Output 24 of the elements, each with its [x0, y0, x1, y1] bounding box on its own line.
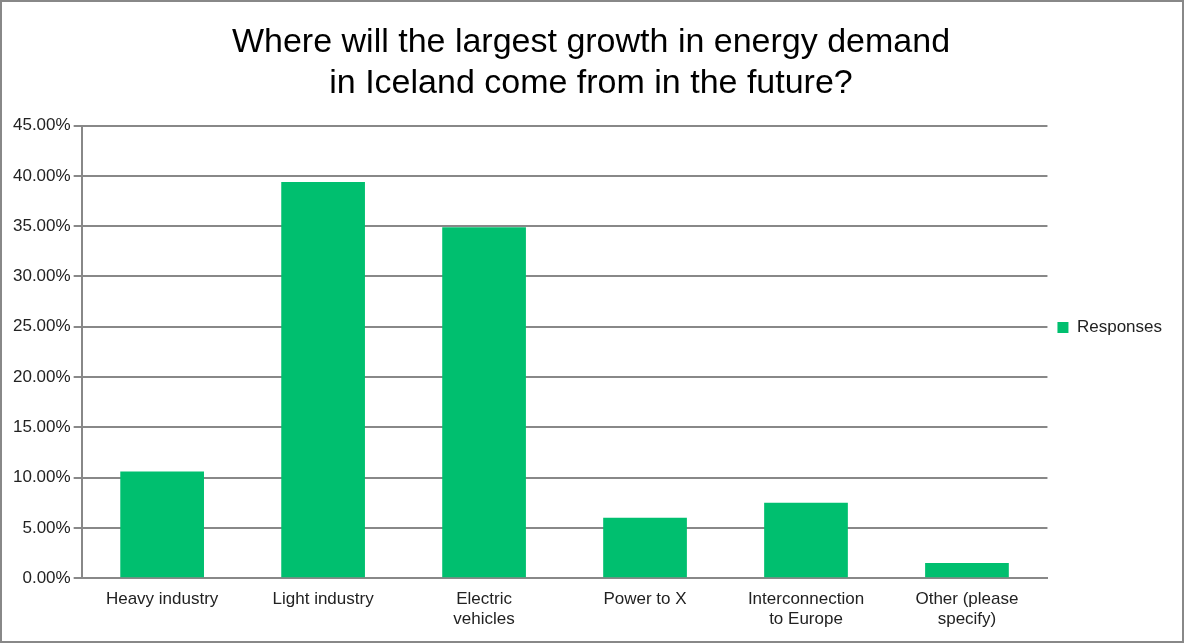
y-tick-label: 40.00% — [12, 165, 71, 185]
y-tick-label: 45.00% — [12, 115, 71, 135]
y-tick-label: 15.00% — [12, 417, 71, 437]
bar — [925, 563, 1009, 578]
chart-title: Where will the largest growth in energy demand in Iceland come from in the future? — [231, 20, 951, 100]
y-tick-label: 35.00% — [12, 215, 71, 235]
bar — [603, 517, 687, 578]
x-tick-label: Interconnection to Europe — [747, 589, 865, 629]
y-tick-label: 25.00% — [12, 316, 71, 336]
y-tick-label: 30.00% — [12, 266, 71, 286]
y-tick-label: 20.00% — [12, 366, 71, 386]
y-tick-label: 0.00% — [22, 567, 71, 587]
x-tick-label: Other (please specify) — [915, 589, 1019, 629]
bar — [120, 471, 204, 578]
y-tick-label: 10.00% — [12, 467, 71, 487]
x-tick-label: Light industry — [272, 589, 375, 609]
x-tick-label: Heavy industry — [105, 589, 219, 609]
x-tick-label: Electric vehicles — [453, 589, 515, 629]
legend-label: Responses — [1076, 317, 1163, 337]
x-tick-label: Power to X — [603, 589, 687, 609]
bar — [281, 181, 365, 578]
bar — [442, 227, 526, 578]
bar — [764, 502, 848, 578]
y-tick-label: 5.00% — [22, 517, 71, 537]
